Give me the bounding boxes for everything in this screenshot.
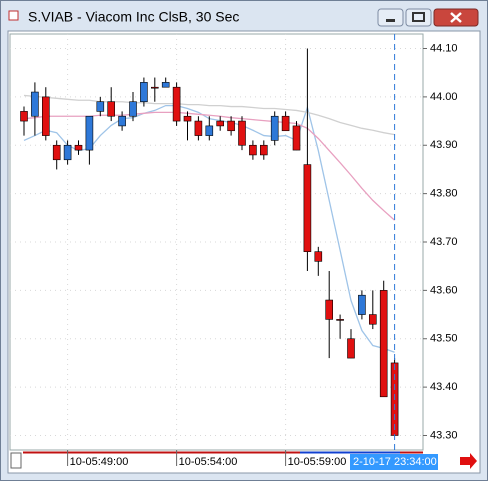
crosshair-label: 2-10-17 23:34:00 [353, 456, 437, 468]
window-title: S.VIAB - Viacom Inc ClsB, 30 Sec [28, 9, 239, 25]
y-tick-label: 43.90 [430, 139, 458, 151]
plot-area [9, 33, 424, 451]
x-tick-label: 10-05:59:00 [288, 456, 347, 468]
y-tick-label: 43.80 [430, 188, 458, 200]
candle-body [140, 82, 148, 103]
candle-body [107, 101, 115, 117]
candle-body [270, 115, 279, 141]
candle-body [358, 294, 366, 315]
moving-average [23, 94, 395, 136]
candle-body [63, 144, 72, 161]
window-buttons[interactable] [377, 8, 479, 27]
y-tick-label: 43.70 [430, 236, 458, 248]
candle-body [129, 101, 137, 117]
candle-body [151, 86, 159, 89]
plot: 44.10 44.00 43.90 43.80 43.70 43.60 43.50 43.40… [10, 34, 458, 470]
x-tick-label: 10-05:54:00 [179, 456, 238, 468]
candle-body [52, 144, 61, 161]
scroll-right-arrow[interactable] [460, 453, 477, 469]
candle-body [325, 299, 334, 320]
candle-body [368, 314, 377, 325]
candle-body [118, 115, 126, 127]
candle-body [281, 115, 290, 132]
minimize-icon [386, 19, 395, 22]
scroll-handle[interactable] [10, 452, 22, 469]
candle-body [347, 338, 355, 359]
candle-body [85, 115, 94, 151]
candle-body [172, 86, 181, 122]
candle-body [161, 82, 170, 88]
x-tick-label: 10-05:49:00 [70, 456, 129, 468]
candle-body [379, 290, 388, 398]
y-tick-label: 43.40 [430, 381, 458, 393]
candle-body [41, 96, 50, 136]
candle-body [227, 120, 235, 132]
candle-body [216, 120, 224, 127]
y-tick-label: 43.30 [430, 429, 458, 441]
maximize-button[interactable] [405, 8, 432, 27]
candle-body [249, 144, 257, 156]
minimize-button[interactable] [377, 8, 404, 27]
y-tick-label: 43.60 [430, 284, 458, 296]
candle-body [74, 144, 83, 151]
candle-body [205, 125, 214, 136]
candle-body [259, 144, 268, 156]
maximize-icon [412, 12, 425, 22]
app-icon [8, 10, 19, 21]
crosshair-label-box [350, 454, 438, 470]
y-tick-label: 43.50 [430, 333, 458, 345]
candle-body [31, 91, 39, 117]
candle-body [194, 120, 203, 136]
candle-body [96, 101, 105, 112]
candle-body [238, 120, 246, 146]
candle-body [314, 251, 323, 262]
close-icon [450, 12, 462, 23]
candle-body [292, 125, 301, 151]
candle-body [336, 319, 344, 321]
candle-body [20, 111, 28, 122]
y-tick-label: 44.00 [430, 91, 458, 103]
y-tick-label: 44.10 [430, 42, 458, 54]
candle-body [303, 164, 312, 252]
candle-body [183, 115, 192, 122]
